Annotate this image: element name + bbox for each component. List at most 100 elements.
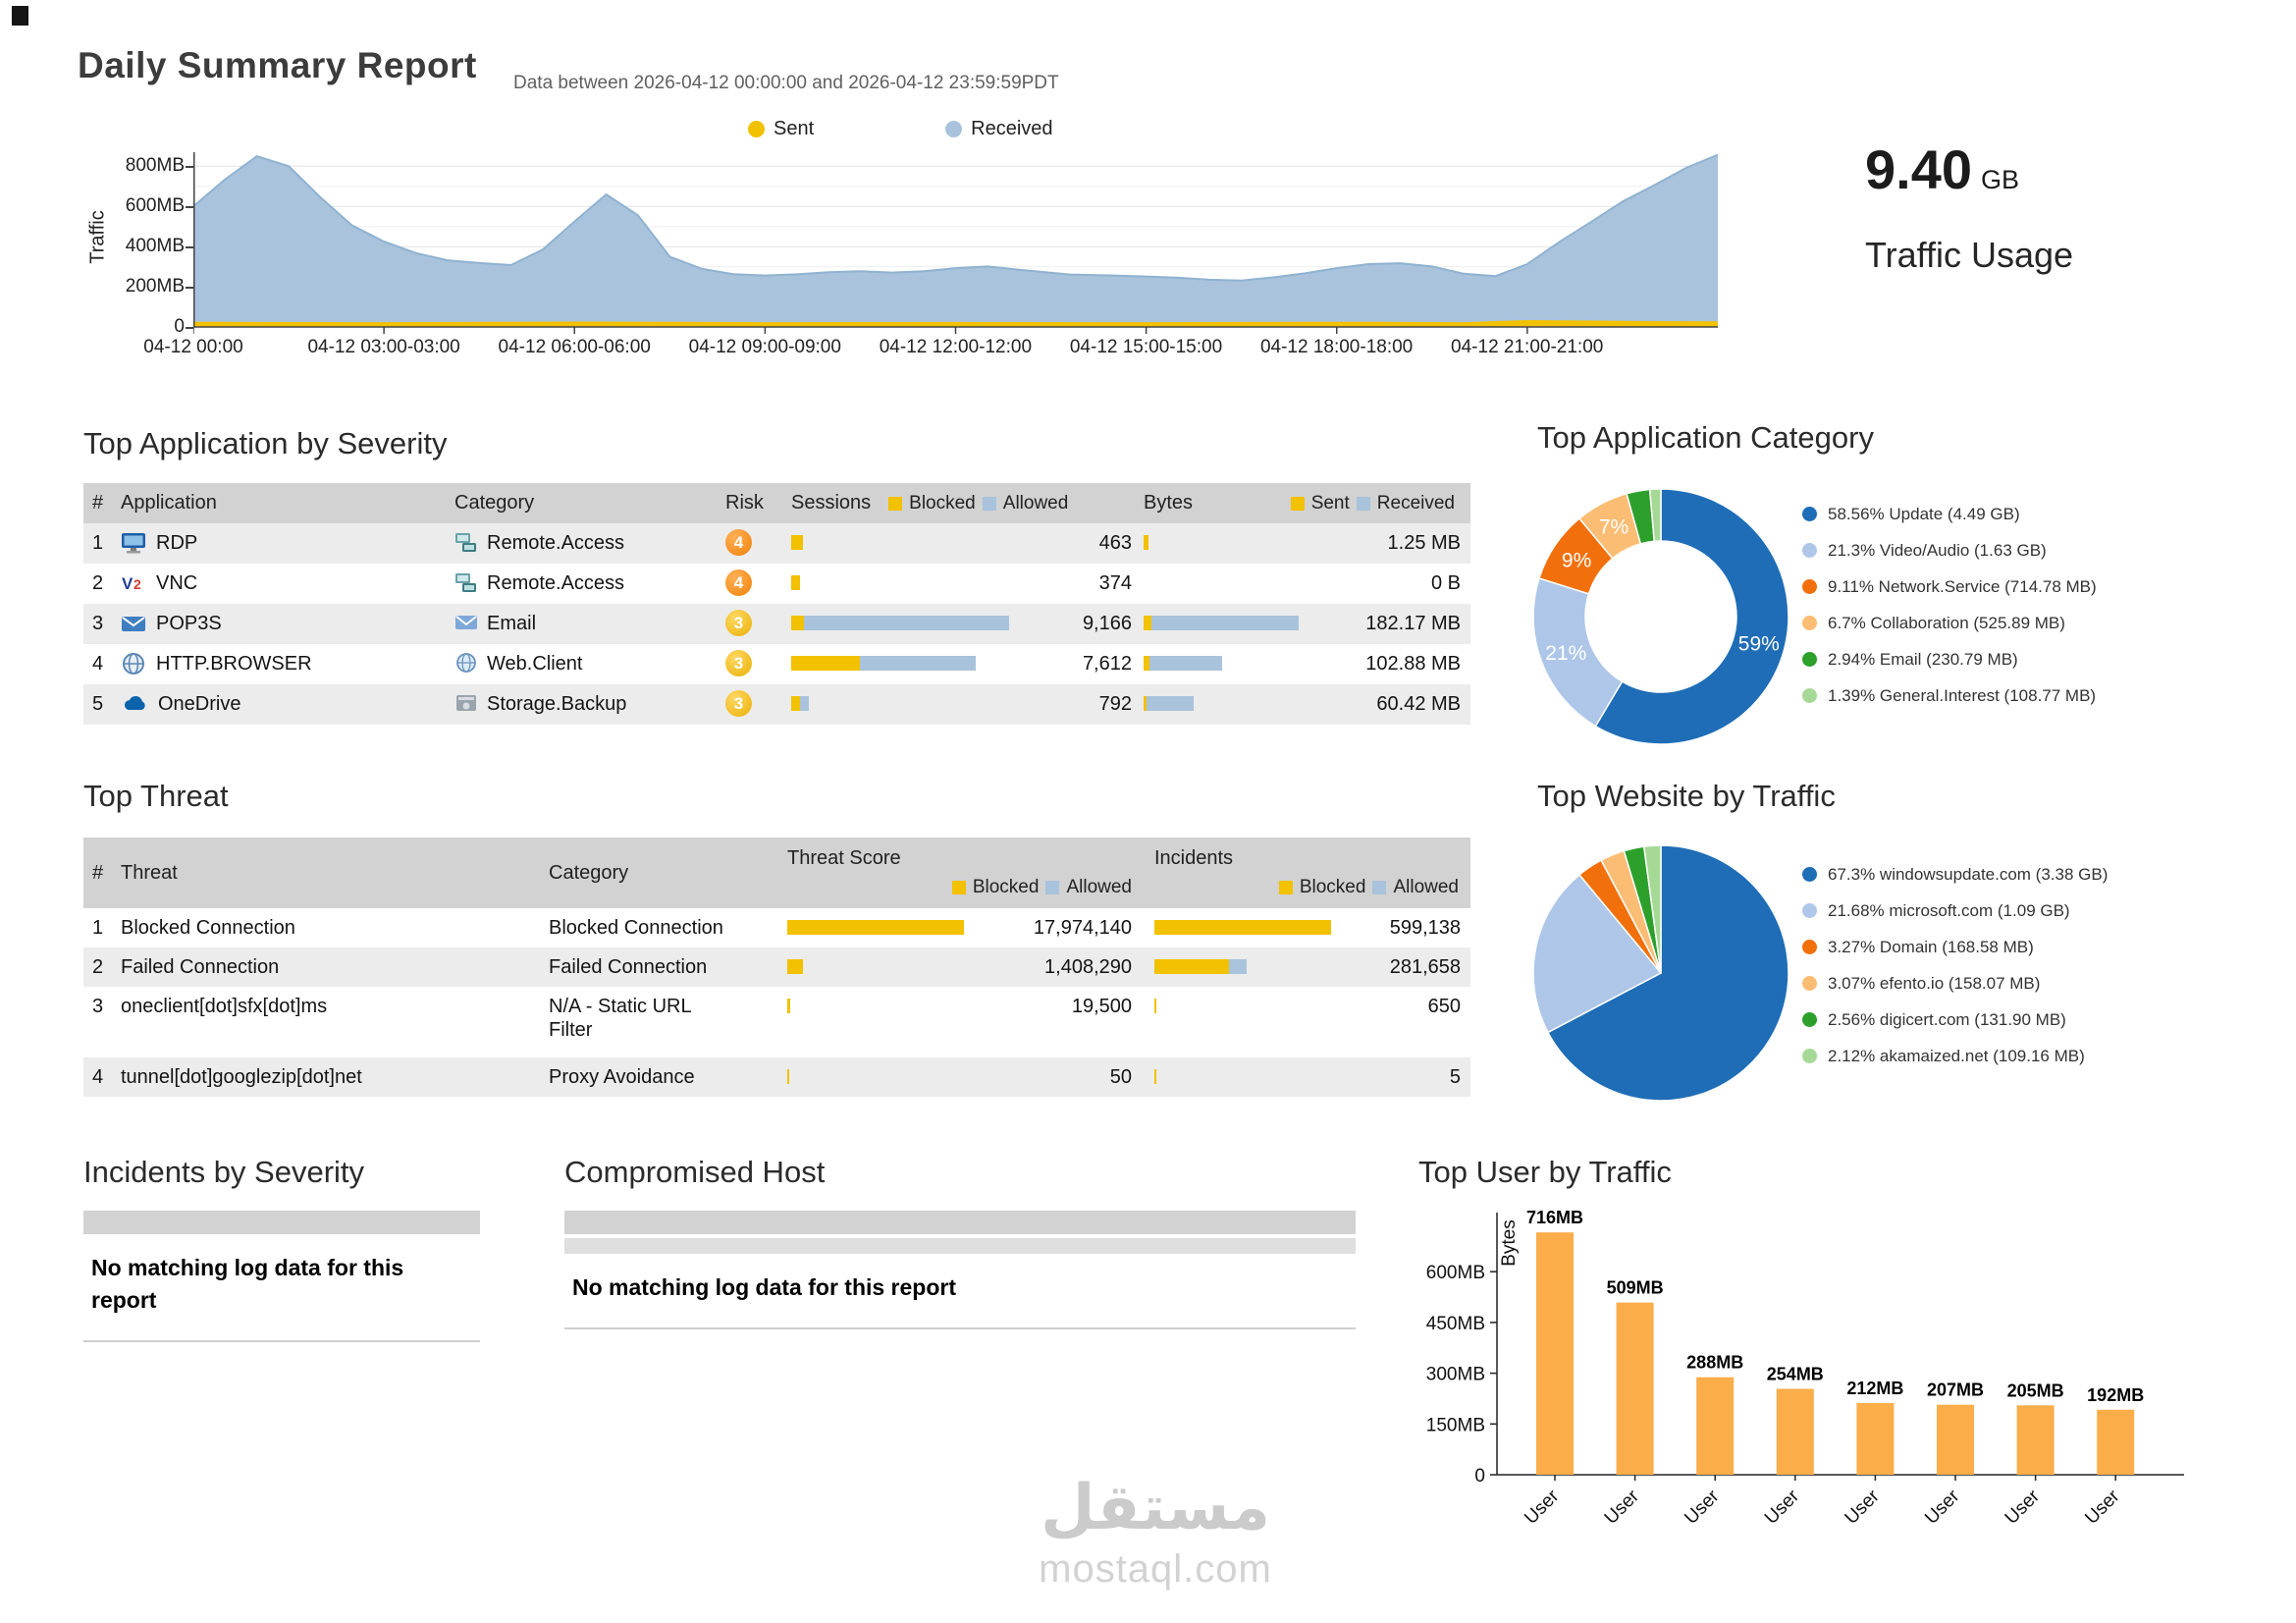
svg-text:V: V xyxy=(122,574,133,593)
pop3s-icon xyxy=(121,612,146,635)
blocked-label: Blocked xyxy=(972,877,1040,897)
top-user-bar-chart: 0 150MB 300MB 450MB 600MB 716MB User 509MB User 2… xyxy=(1426,1208,2184,1529)
blocked-color-chip xyxy=(951,881,966,894)
http-browser-icon xyxy=(121,652,146,676)
col-header-bytes: Bytes Sent Received xyxy=(1144,492,1470,514)
traffic-y-tick: 200MB xyxy=(125,276,185,298)
bar-blocked-segment xyxy=(787,999,790,1013)
website-legend-item: 3.07% efento.io (158.07 MB) xyxy=(1802,965,2108,1001)
bar-blocked-segment xyxy=(787,1069,789,1084)
page-title: Daily Summary Report xyxy=(78,45,477,85)
threat-name: Blocked Connection xyxy=(121,917,295,939)
app-table-row: 3 POP3S Email 3 9,166 182.17 MB xyxy=(83,604,1470,644)
row-index: 2 xyxy=(92,956,104,978)
remote-access-icon xyxy=(454,571,478,593)
incidents-bar xyxy=(1154,959,1331,974)
sessions-bar xyxy=(791,535,1017,550)
user-chart-x-label: User xyxy=(1601,1486,1644,1529)
app-category-donut-chart: 59% 21% 9% 7% xyxy=(1532,488,1789,745)
threat-score-bar xyxy=(787,920,964,935)
legend-label: 2.56% digicert.com (131.90 MB) xyxy=(1828,1009,2066,1029)
legend-label: 2.12% akamaized.net (109.16 MB) xyxy=(1828,1046,2085,1065)
legend-label: Received xyxy=(971,118,1053,139)
legend-color-dot xyxy=(1802,652,1817,667)
section-title-app-category: Top Application Category xyxy=(1537,420,1874,455)
user-traffic-bar xyxy=(1937,1404,1974,1475)
category-name: Storage.Backup xyxy=(487,693,627,715)
bytes-cell: 182.17 MB xyxy=(1144,604,1470,644)
threat-score-value: 19,500 xyxy=(1071,996,1132,1017)
application-cell: POP3S xyxy=(113,604,447,644)
row-index: 4 xyxy=(92,653,104,675)
slice-akamaized-net xyxy=(1642,844,1662,974)
watermark-arabic-text: مستقل xyxy=(1040,1472,1271,1544)
incidents-value: 599,138 xyxy=(1389,917,1461,939)
app-category-legend: 58.56% Update (4.49 GB) 21.3% Video/Audio… xyxy=(1802,496,2097,714)
application-name: HTTP.BROWSER xyxy=(156,653,312,675)
threat-category: Failed Connection xyxy=(549,956,708,978)
traffic-usage-value: 9.40 xyxy=(1865,138,1972,200)
incidents-value: 5 xyxy=(1449,1066,1461,1088)
legend-color-dot xyxy=(748,121,765,137)
allowed-label: Allowed xyxy=(1066,877,1132,897)
legend-label: 67.3% windowsupdate.com (3.38 GB) xyxy=(1828,864,2109,884)
traffic-usage-unit: GB xyxy=(1981,165,2020,194)
risk-badge: 3 xyxy=(725,650,752,676)
legend-color-dot xyxy=(1802,867,1817,882)
category-cell: Remote.Access xyxy=(447,564,712,604)
bar-allowed-segment xyxy=(804,616,1009,630)
category-cell: Email xyxy=(447,604,712,644)
bytes-bar xyxy=(1144,696,1301,711)
user-chart-y-tick: 450MB xyxy=(1426,1314,1485,1334)
traffic-x-tick: 04-12 09:00-09:00 xyxy=(688,337,841,357)
threat-score-cell: 50 xyxy=(776,1057,1144,1097)
bytes-cell: 102.88 MB xyxy=(1144,644,1470,684)
category-cell: Storage.Backup xyxy=(447,684,712,725)
bar-value-label: 212MB xyxy=(1846,1379,1903,1398)
website-legend-item: 67.3% windowsupdate.com (3.38 GB) xyxy=(1802,856,2108,893)
blocked-color-chip xyxy=(888,496,903,511)
threat-score-label: Threat Score xyxy=(787,847,901,869)
user-chart-x-label: User xyxy=(1842,1486,1885,1529)
website-legend: 67.3% windowsupdate.com (3.38 GB) 21.68% … xyxy=(1802,856,2108,1074)
sessions-legend: Blocked Allowed xyxy=(888,493,1068,514)
row-index: 1 xyxy=(92,917,104,939)
user-chart-y-axis-label: Bytes xyxy=(1499,1219,1520,1267)
legend-color-dot xyxy=(1802,507,1817,521)
bytes-value: 182.17 MB xyxy=(1365,613,1461,634)
incidents-by-severity-box: No matching log data for this report xyxy=(83,1211,480,1342)
bar-allowed-segment xyxy=(1151,616,1299,630)
app-category-legend-item: 58.56% Update (4.49 GB) xyxy=(1802,496,2097,532)
bar-value-label: 288MB xyxy=(1686,1353,1743,1373)
bar-blocked-segment xyxy=(787,959,803,974)
threat-score-cell: 19,500 xyxy=(776,987,1144,1057)
category-name: Email xyxy=(487,613,537,634)
bar-allowed-segment xyxy=(800,696,809,711)
bar-blocked-segment xyxy=(1144,656,1149,671)
blocked-label: Blocked xyxy=(909,492,976,514)
threat-table-body: 1 Blocked Connection Blocked Connection 17,… xyxy=(83,908,1470,1097)
row-index: 3 xyxy=(92,613,104,634)
traffic-series-received xyxy=(193,154,1718,327)
traffic-y-tick: 800MB xyxy=(125,155,185,177)
section-title-top-user: Top User by Traffic xyxy=(1418,1155,1672,1189)
risk-badge: 4 xyxy=(725,569,752,596)
legend-color-dot xyxy=(1802,940,1817,954)
received-label: Received xyxy=(1376,492,1455,514)
threat-category: Blocked Connection xyxy=(549,917,723,939)
threat-score-legend: Blocked Allowed xyxy=(951,877,1132,898)
app-category-legend-item: 9.11% Network.Service (714.78 MB) xyxy=(1802,568,2097,605)
threat-score-value: 50 xyxy=(1109,1066,1132,1088)
legend-label: 2.94% Email (230.79 MB) xyxy=(1828,649,2018,669)
bar-blocked-segment xyxy=(791,616,804,630)
empty-table-header-bar xyxy=(83,1211,480,1234)
sessions-value: 7,612 xyxy=(1082,653,1132,675)
bytes-cell: 60.42 MB xyxy=(1144,684,1470,725)
category-name: Remote.Access xyxy=(487,532,625,554)
watermark: مستقل mostaql.com xyxy=(1039,1473,1272,1592)
slice-label: 59% xyxy=(1738,633,1780,656)
legend-label: Sent xyxy=(774,118,815,139)
section-title-top-website: Top Website by Traffic xyxy=(1537,779,1836,813)
bar-blocked-segment xyxy=(791,535,803,550)
traffic-y-tick-mark xyxy=(186,206,193,209)
